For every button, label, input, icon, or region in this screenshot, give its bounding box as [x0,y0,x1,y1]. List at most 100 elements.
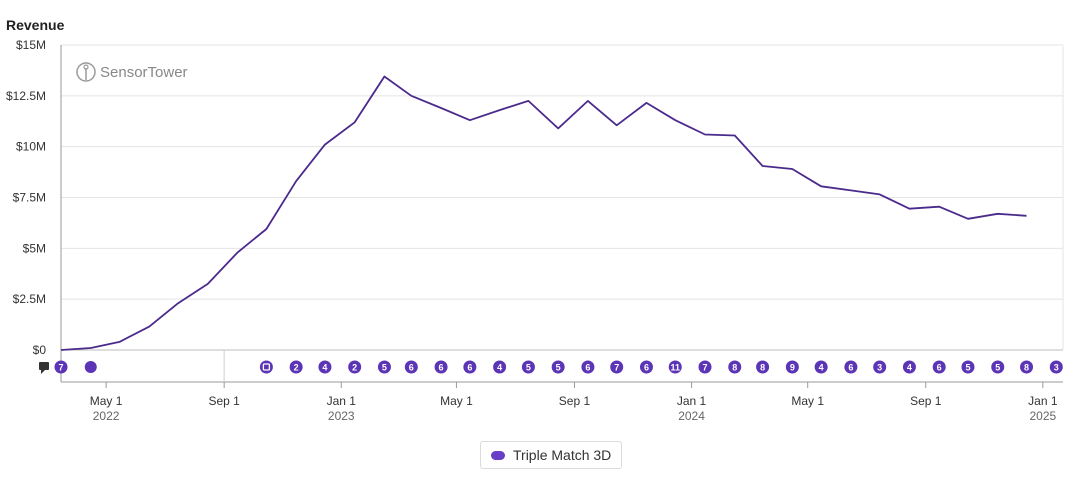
event-marker[interactable]: 6 [463,360,477,374]
event-marker-count: 7 [702,362,707,372]
event-marker-row[interactable]: 7 2 4 2 5 6 6 6 4 5 5 6 7 6 11 7 8 8 9 4 6 3 4 6 5 5 8 3 [39,360,1063,375]
event-marker-dot[interactable] [434,360,448,374]
x-tick-label: May 1 [440,394,473,408]
event-marker-dot[interactable] [785,360,799,374]
event-marker[interactable]: 2 [348,360,362,374]
y-tick-label: $0 [33,343,47,357]
event-marker-dot[interactable] [348,360,362,374]
event-marker-count: 7 [58,362,63,372]
event-marker-dot[interactable] [668,360,682,374]
event-marker-dot[interactable] [377,360,391,374]
event-marker-count: 9 [790,362,795,372]
event-marker[interactable]: 6 [581,360,595,374]
chart-title: Revenue [6,17,65,33]
event-marker[interactable]: 4 [318,360,332,374]
event-marker-dot[interactable] [610,360,624,374]
legend-swatch-icon [491,450,505,460]
sensortower-logo-icon [76,62,96,82]
event-marker[interactable]: 2 [289,360,303,374]
event-marker-count: 5 [526,362,531,372]
event-marker-dot[interactable] [318,360,332,374]
event-marker[interactable]: 8 [728,360,742,374]
event-marker[interactable]: 7 [698,360,712,374]
event-marker[interactable]: 5 [551,360,565,374]
event-marker[interactable]: 8 [1020,360,1034,374]
event-marker[interactable]: 5 [521,360,535,374]
grid-lines [61,44,1063,351]
app-update-icon [262,363,271,371]
event-marker-dot[interactable] [844,360,858,374]
event-marker[interactable] [84,361,97,373]
event-marker-count: 4 [907,362,912,372]
event-marker-dot[interactable] [84,361,97,373]
event-marker[interactable]: 11 [668,360,682,374]
event-marker-count: 5 [382,362,387,372]
event-marker-count: 8 [1024,362,1029,372]
event-marker-dot[interactable] [814,360,828,374]
x-tick-label: Jan 1 [327,394,357,408]
event-marker[interactable]: 5 [961,360,975,374]
event-marker-count: 6 [848,362,853,372]
event-marker[interactable]: 6 [434,360,448,374]
event-marker-dot[interactable] [493,360,507,374]
event-marker-dot[interactable] [404,360,418,374]
y-tick-label: $2.5M [13,292,46,306]
sensortower-logo-text: SensorTower [100,64,188,81]
event-marker[interactable]: 6 [932,360,946,374]
x-tick-year: 2023 [328,409,355,423]
event-marker[interactable]: 8 [756,360,770,374]
event-marker[interactable]: 5 [377,360,391,374]
event-marker[interactable]: 6 [844,360,858,374]
series-line [60,75,1027,351]
event-marker[interactable] [259,360,273,374]
x-tick-year: 2025 [1029,409,1056,423]
event-marker[interactable]: 3 [1049,360,1063,374]
event-marker[interactable]: 3 [873,360,887,374]
legend[interactable]: Triple Match 3D [480,441,623,469]
event-marker-dot[interactable] [54,360,68,374]
event-marker-dot[interactable] [551,360,565,374]
event-marker-dot[interactable] [728,360,742,374]
event-marker-dot[interactable] [756,360,770,374]
event-marker-dot[interactable] [902,360,916,374]
x-tick-label: Jan 1 [1028,394,1058,408]
event-marker-count: 2 [294,362,299,372]
event-marker[interactable]: 4 [902,360,916,374]
event-marker-dot[interactable] [581,360,595,374]
event-marker[interactable]: 4 [814,360,828,374]
event-marker[interactable]: 4 [493,360,507,374]
x-tick-label: Sep 1 [559,394,591,408]
sensortower-logo: SensorTower [76,62,188,82]
x-tick-year: 2024 [678,409,705,423]
event-marker-dot[interactable] [259,360,273,374]
x-tick-label: May 1 [90,394,123,408]
event-marker-count: 6 [937,362,942,372]
event-marker-count: 4 [497,362,502,372]
series-lines [60,75,1027,351]
event-marker-dot[interactable] [639,360,653,374]
event-marker-dot[interactable] [463,360,477,374]
x-tick-label: May 1 [791,394,824,408]
event-marker-dot[interactable] [521,360,535,374]
comment-icon[interactable] [39,362,49,374]
event-marker[interactable]: 7 [54,360,68,374]
event-marker[interactable]: 7 [610,360,624,374]
event-marker[interactable]: 6 [404,360,418,374]
event-marker-dot[interactable] [961,360,975,374]
event-marker[interactable]: 5 [991,360,1005,374]
event-marker-dot[interactable] [289,360,303,374]
event-marker-dot[interactable] [873,360,887,374]
event-marker-dot[interactable] [698,360,712,374]
event-marker[interactable]: 6 [639,360,653,374]
event-marker[interactable]: 9 [785,360,799,374]
event-marker-count: 5 [965,362,970,372]
event-marker-dot[interactable] [1049,360,1063,374]
legend-label: Triple Match 3D [513,447,612,463]
event-marker-dot[interactable] [1020,360,1034,374]
event-marker-dot[interactable] [991,360,1005,374]
event-marker-dot[interactable] [932,360,946,374]
x-tick-label: Jan 1 [677,394,707,408]
y-tick-label: $15M [16,38,46,52]
event-marker-count: 5 [556,362,561,372]
